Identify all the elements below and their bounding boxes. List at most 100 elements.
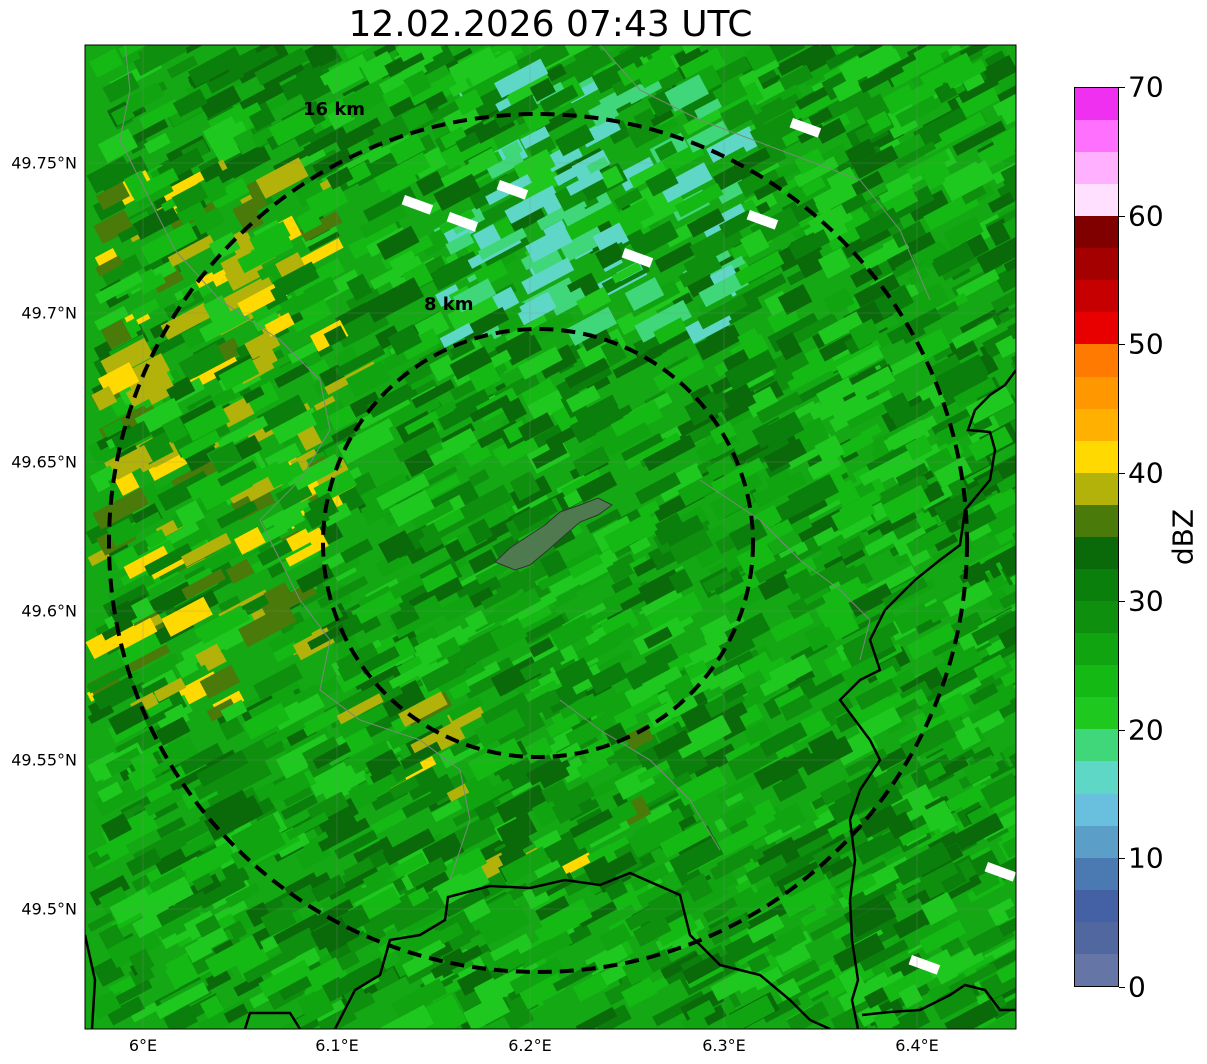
reflectivity-cell	[800, 906, 828, 927]
reflectivity-cell	[747, 953, 771, 975]
reflectivity-cell	[218, 760, 272, 799]
reflectivity-cell	[642, 665, 684, 698]
reflectivity-cell	[936, 645, 983, 682]
colorbar-segment	[1075, 376, 1118, 409]
reflectivity-cell	[636, 746, 660, 768]
reflectivity-cell	[272, 641, 300, 663]
colorbar-title: dBZ	[1166, 508, 1200, 566]
colorbar-segment	[1075, 761, 1118, 794]
reflectivity-cell	[387, 720, 429, 750]
reflectivity-cell	[335, 302, 370, 328]
reflectivity-cell	[890, 282, 949, 327]
country-border	[838, 369, 1016, 1029]
reflectivity-cell	[710, 971, 747, 1002]
reflectivity-cell	[440, 594, 475, 623]
reflectivity-cell	[796, 250, 828, 279]
reflectivity-cell	[800, 431, 831, 454]
reflectivity-cell	[957, 75, 999, 104]
reflectivity-cell	[654, 140, 678, 162]
reflectivity-cell	[988, 495, 1016, 535]
reflectivity-cell	[739, 229, 770, 258]
reflectivity-cell	[452, 278, 497, 313]
reflectivity-cell	[179, 742, 224, 775]
reflectivity-cell	[230, 829, 287, 870]
reflectivity-cell	[841, 655, 883, 689]
reflectivity-cell	[858, 62, 904, 94]
reflectivity-cell	[593, 1004, 632, 1029]
reflectivity-cell	[929, 353, 963, 381]
reflectivity-cell	[469, 193, 526, 232]
reflectivity-cell	[400, 102, 434, 132]
reflectivity-cell	[272, 261, 316, 290]
reflectivity-cell	[128, 643, 171, 672]
reflectivity-cell	[445, 232, 475, 255]
reflectivity-cell	[836, 345, 884, 380]
reflectivity-cell	[180, 629, 232, 668]
reflectivity-cell	[218, 357, 260, 391]
reflectivity-cell	[363, 186, 417, 224]
reflectivity-cell	[882, 392, 912, 419]
lat-tick-label: 49.7°N	[21, 303, 77, 323]
reflectivity-cell	[768, 45, 806, 63]
reflectivity-cell	[566, 169, 604, 196]
reflectivity-cell	[376, 225, 420, 261]
reflectivity-cell	[225, 558, 255, 584]
reflectivity-cell	[502, 310, 548, 343]
reflectivity-cell	[439, 126, 468, 149]
reflectivity-cell	[323, 325, 347, 347]
reflectivity-cell	[1001, 555, 1016, 586]
reflectivity-cell	[109, 444, 153, 480]
reflectivity-cell	[625, 77, 663, 105]
reflectivity-cell	[959, 45, 1013, 60]
reflectivity-cell	[777, 64, 814, 94]
reflectivity-cell	[444, 887, 486, 917]
colorbar-tick	[1119, 729, 1125, 731]
reflectivity-cell	[601, 581, 644, 611]
grid-lines	[85, 45, 1016, 1029]
map-title: 12.02.2026 07:43 UTC	[348, 4, 753, 45]
reflectivity-cell	[837, 535, 866, 560]
reflectivity-cell	[95, 271, 143, 305]
reflectivity-cell	[345, 391, 382, 420]
reflectivity-cell	[840, 873, 877, 901]
reflectivity-cell	[966, 925, 1006, 957]
reflectivity-cell	[473, 977, 504, 1007]
reflectivity-cell	[244, 329, 281, 360]
reflectivity-cell	[216, 415, 269, 450]
colorbar-segment	[1075, 793, 1118, 826]
reflectivity-cell	[433, 173, 481, 212]
reflectivity-cell	[848, 318, 882, 350]
reflectivity-cell	[432, 863, 490, 908]
reflectivity-cell	[365, 748, 400, 779]
reflectivity-cell	[448, 46, 498, 84]
reflectivity-cell	[827, 814, 862, 840]
admin-boundary	[559, 699, 721, 851]
reflectivity-cell	[255, 157, 309, 199]
reflectivity-cell	[307, 358, 332, 382]
reflectivity-cell	[400, 929, 443, 958]
reflectivity-cell	[420, 657, 467, 693]
reflectivity-cell	[167, 819, 209, 850]
reflectivity-cell	[565, 712, 616, 750]
reflectivity-cell	[178, 342, 226, 382]
reflectivity-cell	[370, 806, 412, 836]
reflectivity-cell	[569, 602, 623, 636]
reflectivity-cell	[833, 932, 886, 973]
reflectivity-cell	[95, 181, 130, 211]
reflectivity-cell	[659, 162, 713, 203]
reflectivity-cell	[887, 48, 945, 88]
reflectivity-cell	[977, 127, 1016, 170]
admin-boundary	[599, 45, 931, 301]
reflectivity-cell	[751, 966, 784, 991]
reflectivity-cell	[198, 469, 254, 511]
reflectivity-cell	[967, 849, 1000, 879]
reflectivity-cell	[527, 135, 557, 160]
colorbar-tick-label: 0	[1128, 970, 1146, 1004]
reflectivity-cell	[728, 817, 751, 838]
reflectivity-cell	[965, 386, 1015, 425]
reflectivity-cell	[503, 207, 546, 237]
reflectivity-cell	[467, 893, 518, 932]
reflectivity-cell	[175, 656, 199, 679]
reflectivity-cell	[944, 999, 999, 1029]
reflectivity-cell	[285, 528, 313, 552]
